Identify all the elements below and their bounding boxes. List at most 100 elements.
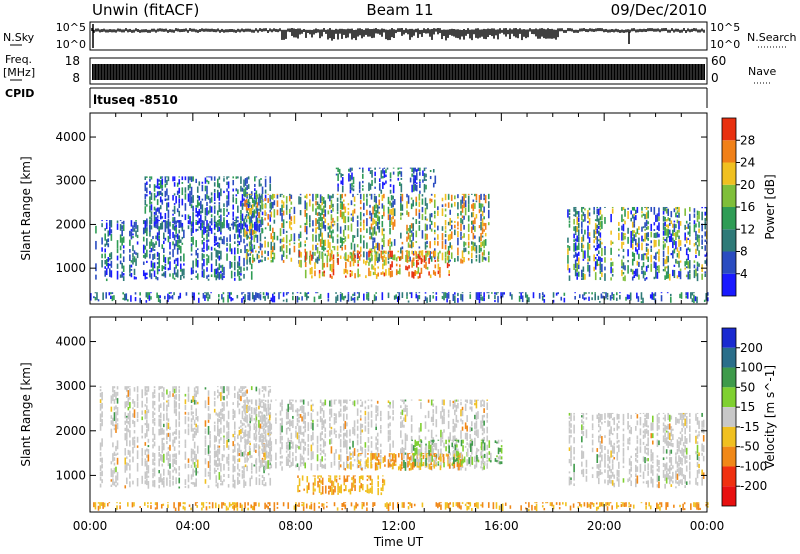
scatter-cell <box>175 234 177 238</box>
scatter-cell <box>372 271 375 276</box>
scatter-cell <box>338 168 341 175</box>
scatter-cell <box>99 442 102 451</box>
scatter-cell <box>190 196 193 204</box>
scatter-cell <box>375 196 377 204</box>
scatter-cell <box>223 463 225 471</box>
scatter-cell <box>316 464 319 471</box>
scatter-cell <box>198 226 201 229</box>
scatter-cell <box>685 274 688 278</box>
scatter-cell <box>220 392 222 402</box>
scatter-cell <box>255 197 258 205</box>
scatter-cell <box>270 211 273 218</box>
scatter-cell <box>250 271 253 280</box>
scatter-cell <box>164 220 167 227</box>
scatter-cell <box>410 197 413 200</box>
scatter-cell <box>601 220 603 229</box>
scatter-cell <box>455 399 458 402</box>
scatter-cell <box>370 441 373 448</box>
scatter-cell <box>112 470 114 478</box>
scatter-cell <box>112 442 114 448</box>
scatter-cell <box>656 271 659 279</box>
scatter-cell <box>227 430 230 439</box>
scatter-cell <box>635 215 637 221</box>
scatter-cell <box>408 271 410 277</box>
scatter-cell <box>387 261 390 264</box>
scatter-cell <box>429 213 431 222</box>
scatter-cell <box>226 439 228 448</box>
scatter-cell <box>285 427 288 435</box>
scatter-cell <box>110 295 112 299</box>
scatter-cell <box>153 462 156 466</box>
scatter-cell <box>113 462 116 466</box>
scatter-cell <box>672 229 674 236</box>
scatter-cell <box>374 250 376 254</box>
scatter-cell <box>147 409 150 414</box>
scatter-cell <box>196 211 199 218</box>
scatter-cell <box>187 416 190 422</box>
scatter-cell <box>264 462 267 469</box>
scatter-cell <box>410 223 413 229</box>
scatter-cell <box>441 208 444 217</box>
scatter-cell <box>497 447 500 455</box>
scatter-cell <box>685 248 688 256</box>
scatter-cell <box>201 220 204 226</box>
scatter-cell <box>499 455 501 460</box>
scatter-cell <box>430 256 433 262</box>
scatter-cell <box>115 420 117 424</box>
scatter-cell <box>141 400 144 408</box>
scatter-cell <box>653 255 656 259</box>
scatter-cell <box>298 416 300 419</box>
scatter-cell <box>337 167 339 173</box>
scatter-cell <box>444 226 447 230</box>
scatter-cell <box>295 455 297 462</box>
scatter-cell <box>340 484 342 494</box>
scatter-cell <box>153 211 156 215</box>
scatter-cell <box>207 396 210 406</box>
scatter-cell <box>684 261 686 267</box>
scatter-cell <box>243 267 245 271</box>
scatter-cell <box>588 255 591 262</box>
scatter-cell <box>263 393 265 398</box>
scatter-cell <box>587 220 589 224</box>
scatter-cell <box>704 273 707 277</box>
scatter-cell <box>158 451 160 457</box>
scatter-cell <box>312 244 314 251</box>
scatter-cell <box>369 250 372 254</box>
scatter-cell <box>437 449 440 458</box>
scatter-cell <box>238 408 241 415</box>
scatter-cell <box>295 464 297 468</box>
scatter-cell <box>483 229 485 232</box>
scatter-cell <box>246 434 248 437</box>
scatter-cell <box>285 196 288 204</box>
scatter-cell <box>376 251 379 254</box>
scatter-cell <box>190 224 193 227</box>
scatter-cell <box>615 292 618 296</box>
scatter-cell <box>196 386 199 395</box>
scatter-cell <box>302 457 305 466</box>
scatter-cell <box>104 233 106 241</box>
scatter-cell <box>178 210 181 217</box>
nsearch-tick-bottom: 10^0 <box>710 38 740 51</box>
scatter-cell <box>412 242 414 248</box>
scatter-cell <box>102 292 104 300</box>
scatter-cell <box>543 294 546 298</box>
scatter-cell <box>679 240 682 246</box>
scatter-cell <box>213 450 216 459</box>
scatter-cell <box>358 189 361 193</box>
scatter-cell <box>371 485 373 494</box>
scatter-cell <box>216 482 219 489</box>
scatter-cell <box>152 483 154 487</box>
scatter-cell <box>470 258 473 264</box>
scatter-cell <box>650 223 653 232</box>
scatter-cell <box>304 292 307 297</box>
scatter-cell <box>403 448 405 454</box>
scatter-cell <box>321 450 323 453</box>
scatter-cell <box>241 298 243 303</box>
scatter-cell <box>335 167 338 170</box>
scatter-cell <box>684 267 686 270</box>
scatter-cell <box>309 193 311 196</box>
scatter-cell <box>150 269 153 272</box>
scatter-cell <box>207 474 210 477</box>
scatter-cell <box>136 450 139 459</box>
scatter-cell <box>665 266 668 269</box>
